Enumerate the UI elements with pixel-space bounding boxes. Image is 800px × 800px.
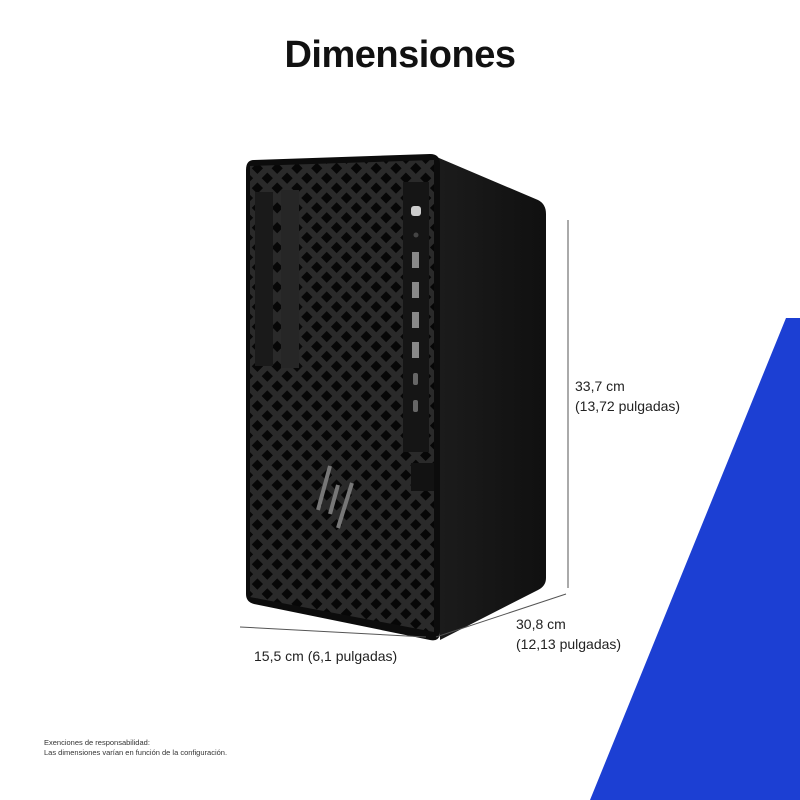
page-title: Dimensiones bbox=[284, 34, 516, 76]
power-button[interactable] bbox=[411, 206, 421, 216]
drive-bay-2 bbox=[281, 190, 299, 368]
height-dimension-label: 33,7 cm (13,72 pulgadas) bbox=[575, 376, 680, 416]
drive-bay-1 bbox=[255, 192, 273, 366]
depth-imperial: (12,13 pulgadas) bbox=[516, 636, 622, 652]
hp-logo-icon bbox=[316, 465, 354, 529]
usb-port bbox=[412, 252, 419, 268]
front-tab bbox=[411, 463, 434, 491]
height-value: 33,7 cm bbox=[575, 378, 625, 394]
usb-c-port bbox=[413, 400, 418, 412]
usb-port bbox=[412, 282, 419, 298]
disclaimer: Exenciones de responsabilidad: Las dimen… bbox=[44, 738, 227, 758]
height-imperial: (13,72 pulgadas) bbox=[575, 398, 681, 414]
disclaimer-text: Las dimensiones varían en función de la … bbox=[44, 748, 228, 757]
disclaimer-heading: Exenciones de responsabilidad: bbox=[44, 738, 150, 747]
audio-jack bbox=[413, 232, 419, 238]
depth-dimension-line bbox=[435, 593, 567, 638]
usb-port bbox=[412, 312, 419, 328]
blue-accent-shape bbox=[590, 318, 800, 800]
usb-port bbox=[412, 342, 419, 358]
depth-dimension-label: 30,8 cm (12,13 pulgadas) bbox=[516, 614, 621, 654]
depth-value: 30,8 cm bbox=[516, 616, 566, 632]
width-dimension-label: 15,5 cm (6,1 pulgadas) bbox=[254, 648, 398, 664]
usb-c-port bbox=[413, 373, 418, 385]
width-dimension-line bbox=[239, 626, 427, 638]
tower-side-panel bbox=[432, 155, 546, 640]
